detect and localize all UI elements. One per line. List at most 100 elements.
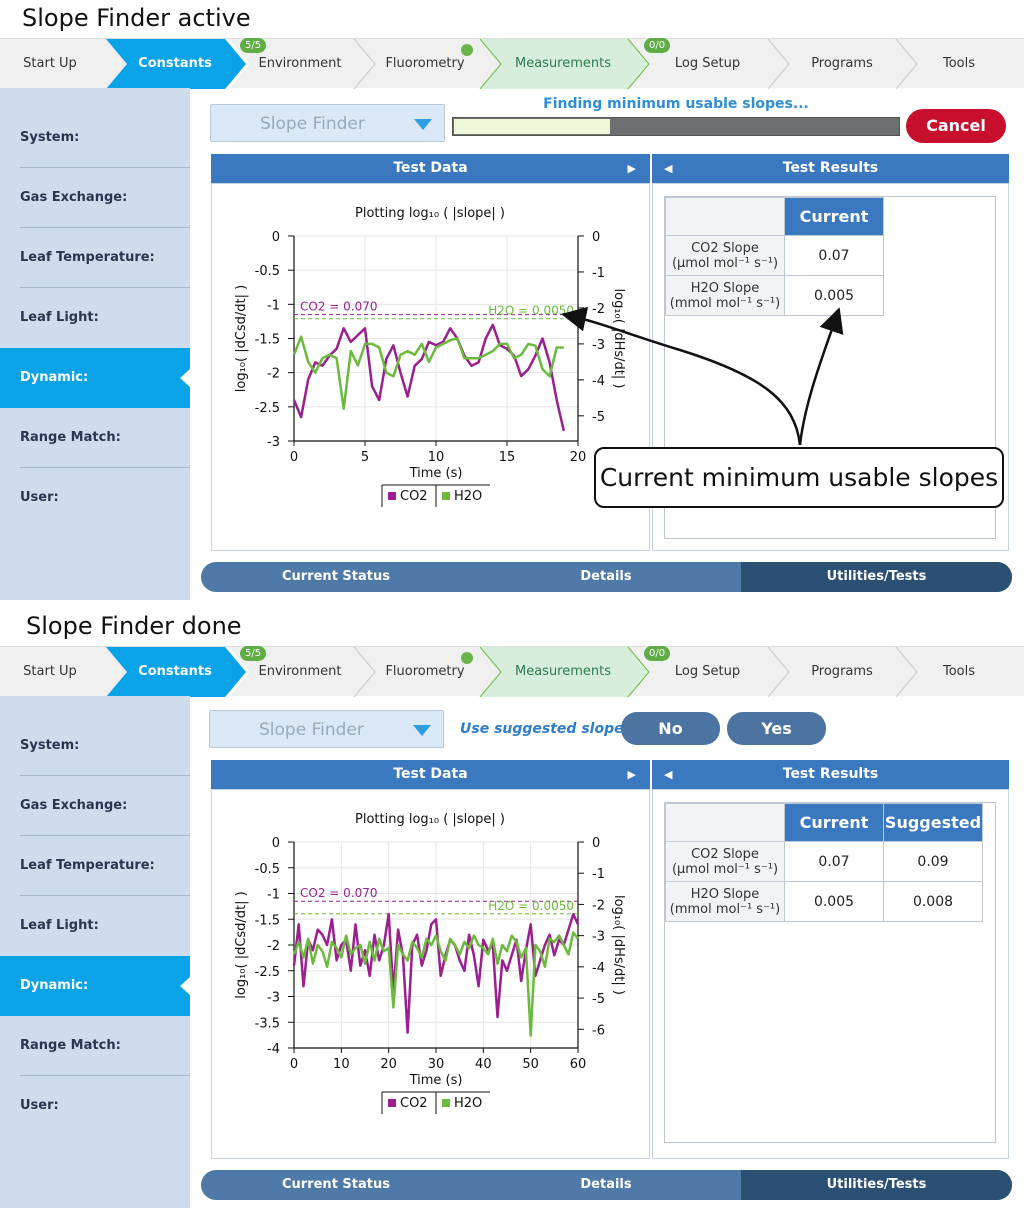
x-tick-label: 0 [290,1057,298,1072]
progress-fill [454,119,611,134]
test-data-header[interactable]: Test Data ▶ [211,760,650,789]
tab-current-status[interactable]: Current Status [282,1177,390,1192]
tab-bar-shapes [106,647,918,697]
tab-start-up[interactable]: Start Up [23,56,77,71]
y-right-tick-label: -2 [592,302,605,317]
active-notch [180,977,190,995]
expand-right-icon[interactable]: ▶ [627,162,636,175]
sidebar-item-leaf-temperature[interactable]: Leaf Temperature: [0,228,190,288]
table-row: CO2 Slope (µmol mol⁻¹ s⁻¹) 0.07 0.09 [665,841,983,882]
series-line-co2 [292,912,580,1034]
sidebar-item-range-match[interactable]: Range Match: [0,1016,190,1076]
y-left-tick-label: -2.5 [255,401,280,416]
test-results-header[interactable]: ◀ Test Results [652,760,1009,789]
legend-label: CO2 [400,1096,428,1111]
tab-tools[interactable]: Tools [942,56,976,71]
tab-log-setup[interactable]: Log Setup [674,56,741,71]
y-left-tick-label: -2.5 [255,965,280,980]
test-select-dropdown[interactable]: Slope Finder [210,104,445,142]
row-header: CO2 Slope (µmol mol⁻¹ s⁻¹) [665,841,785,882]
row-label: H2O Slope [690,280,760,296]
fluorometry-status-dot [461,652,473,664]
sidebar-item-leaf-light[interactable]: Leaf Light: [0,288,190,348]
chart-title: Plotting log₁₀ ( |slope| ) [355,206,505,221]
legend-label: CO2 [400,489,428,504]
table-cell: 0.008 [883,881,983,922]
sidebar-item-user[interactable]: User: [0,468,190,528]
test-select-dropdown[interactable]: Slope Finder [209,710,444,748]
tab-environment[interactable]: Environment [258,664,342,679]
threshold-label: H2O = 0.0050 [488,304,574,318]
sidebar-item-label: Dynamic: [20,370,89,385]
y-right-tick-label: -2 [592,898,605,913]
tab-measurements[interactable]: Measurements [514,664,612,679]
tab-constants[interactable]: Constants [138,664,212,679]
bottom-tab-bar: Current Status Details Utilities/Tests [201,1170,1012,1200]
log-setup-badge: 0/0 [644,38,671,53]
tab-programs[interactable]: Programs [811,664,873,679]
sidebar-item-gas-exchange[interactable]: Gas Exchange: [0,168,190,228]
y-left-tick-label: -4 [267,1042,280,1057]
sidebar-item-range-match[interactable]: Range Match: [0,408,190,468]
sidebar-item-dynamic[interactable]: Dynamic: [0,956,190,1016]
y-left-tick-label: -2 [267,939,280,954]
x-axis-label: Time (s) [409,466,463,481]
tab-fluorometry[interactable]: Fluorometry [385,56,465,71]
y-right-tick-label: 0 [592,836,600,851]
sidebar-item-leaf-light[interactable]: Leaf Light: [0,896,190,956]
callout-box: Current minimum usable slopes [594,447,1004,508]
legend-label: H2O [454,1096,482,1111]
tab-start-up[interactable]: Start Up [23,664,77,679]
y-left-axis-label: log₁₀( |dCsd/dt| ) [234,285,249,393]
sidebar-item-system[interactable]: System: [0,716,190,776]
column-header-current: Current [784,803,884,842]
tab-utilities-tests[interactable]: Utilities/Tests [741,1170,1012,1200]
collapse-left-icon[interactable]: ◀ [664,768,673,781]
test-data-body [211,789,650,1159]
sidebar-item-gas-exchange[interactable]: Gas Exchange: [0,776,190,836]
sidebar-item-label: Dynamic: [20,978,89,993]
test-results-title: Test Results [782,160,879,176]
y-right-tick-label: 0 [592,230,600,245]
panel-title: Slope Finder done [26,612,242,640]
table-corner [665,197,785,236]
bottom-tab-bar: Current Status Details Utilities/Tests [201,562,1012,592]
tab-measurements[interactable]: Measurements [514,56,612,71]
sidebar-item-user[interactable]: User: [0,1076,190,1136]
tab-tools[interactable]: Tools [942,664,976,679]
cancel-button[interactable]: Cancel [906,109,1006,143]
tab-utilities-tests[interactable]: Utilities/Tests [741,562,1012,592]
y-left-axis-label: log₁₀( |dCsd/dt| ) [234,891,249,999]
y-right-tick-label: -5 [592,410,605,425]
tab-environment[interactable]: Environment [258,56,342,71]
active-notch [180,369,190,387]
tab-bar: Start Up Constants Environment 5/5 Fluor… [0,646,1024,697]
expand-right-icon[interactable]: ▶ [627,768,636,781]
collapse-left-icon[interactable]: ◀ [664,162,673,175]
no-button[interactable]: No [621,712,720,745]
tab-current-status[interactable]: Current Status [282,569,390,584]
row-unit: (µmol mol⁻¹ s⁻¹) [671,255,779,271]
tab-log-setup[interactable]: Log Setup [674,664,741,679]
sidebar-item-leaf-temperature[interactable]: Leaf Temperature: [0,836,190,896]
y-right-tick-label: -3 [592,338,605,353]
y-right-tick-label: -4 [592,961,605,976]
sidebar-item-system[interactable]: System: [0,108,190,168]
tab-programs[interactable]: Programs [811,56,873,71]
test-results-title: Test Results [782,766,879,782]
row-unit: (µmol mol⁻¹ s⁻¹) [671,861,779,877]
results-table: Current CO2 Slope (µmol mol⁻¹ s⁻¹) 0.07 H… [665,197,884,316]
sidebar-item-label: Leaf Temperature: [20,250,155,265]
slope-chart: Plotting log₁₀ ( |slope| ) 0 10 20 30 40 50 60 0… [234,812,626,1114]
tab-details[interactable]: Details [580,569,632,584]
yes-button[interactable]: Yes [727,712,826,745]
test-data-header[interactable]: Test Data ▶ [211,154,650,183]
environment-badge: 5/5 [240,646,267,661]
test-results-header[interactable]: ◀ Test Results [652,154,1009,183]
dropdown-value: Slope Finder [260,114,365,134]
tab-constants[interactable]: Constants [138,56,212,71]
sidebar-item-dynamic[interactable]: Dynamic: [0,348,190,408]
table-cell: 0.07 [784,235,884,276]
tab-fluorometry[interactable]: Fluorometry [385,664,465,679]
tab-details[interactable]: Details [580,1177,632,1192]
